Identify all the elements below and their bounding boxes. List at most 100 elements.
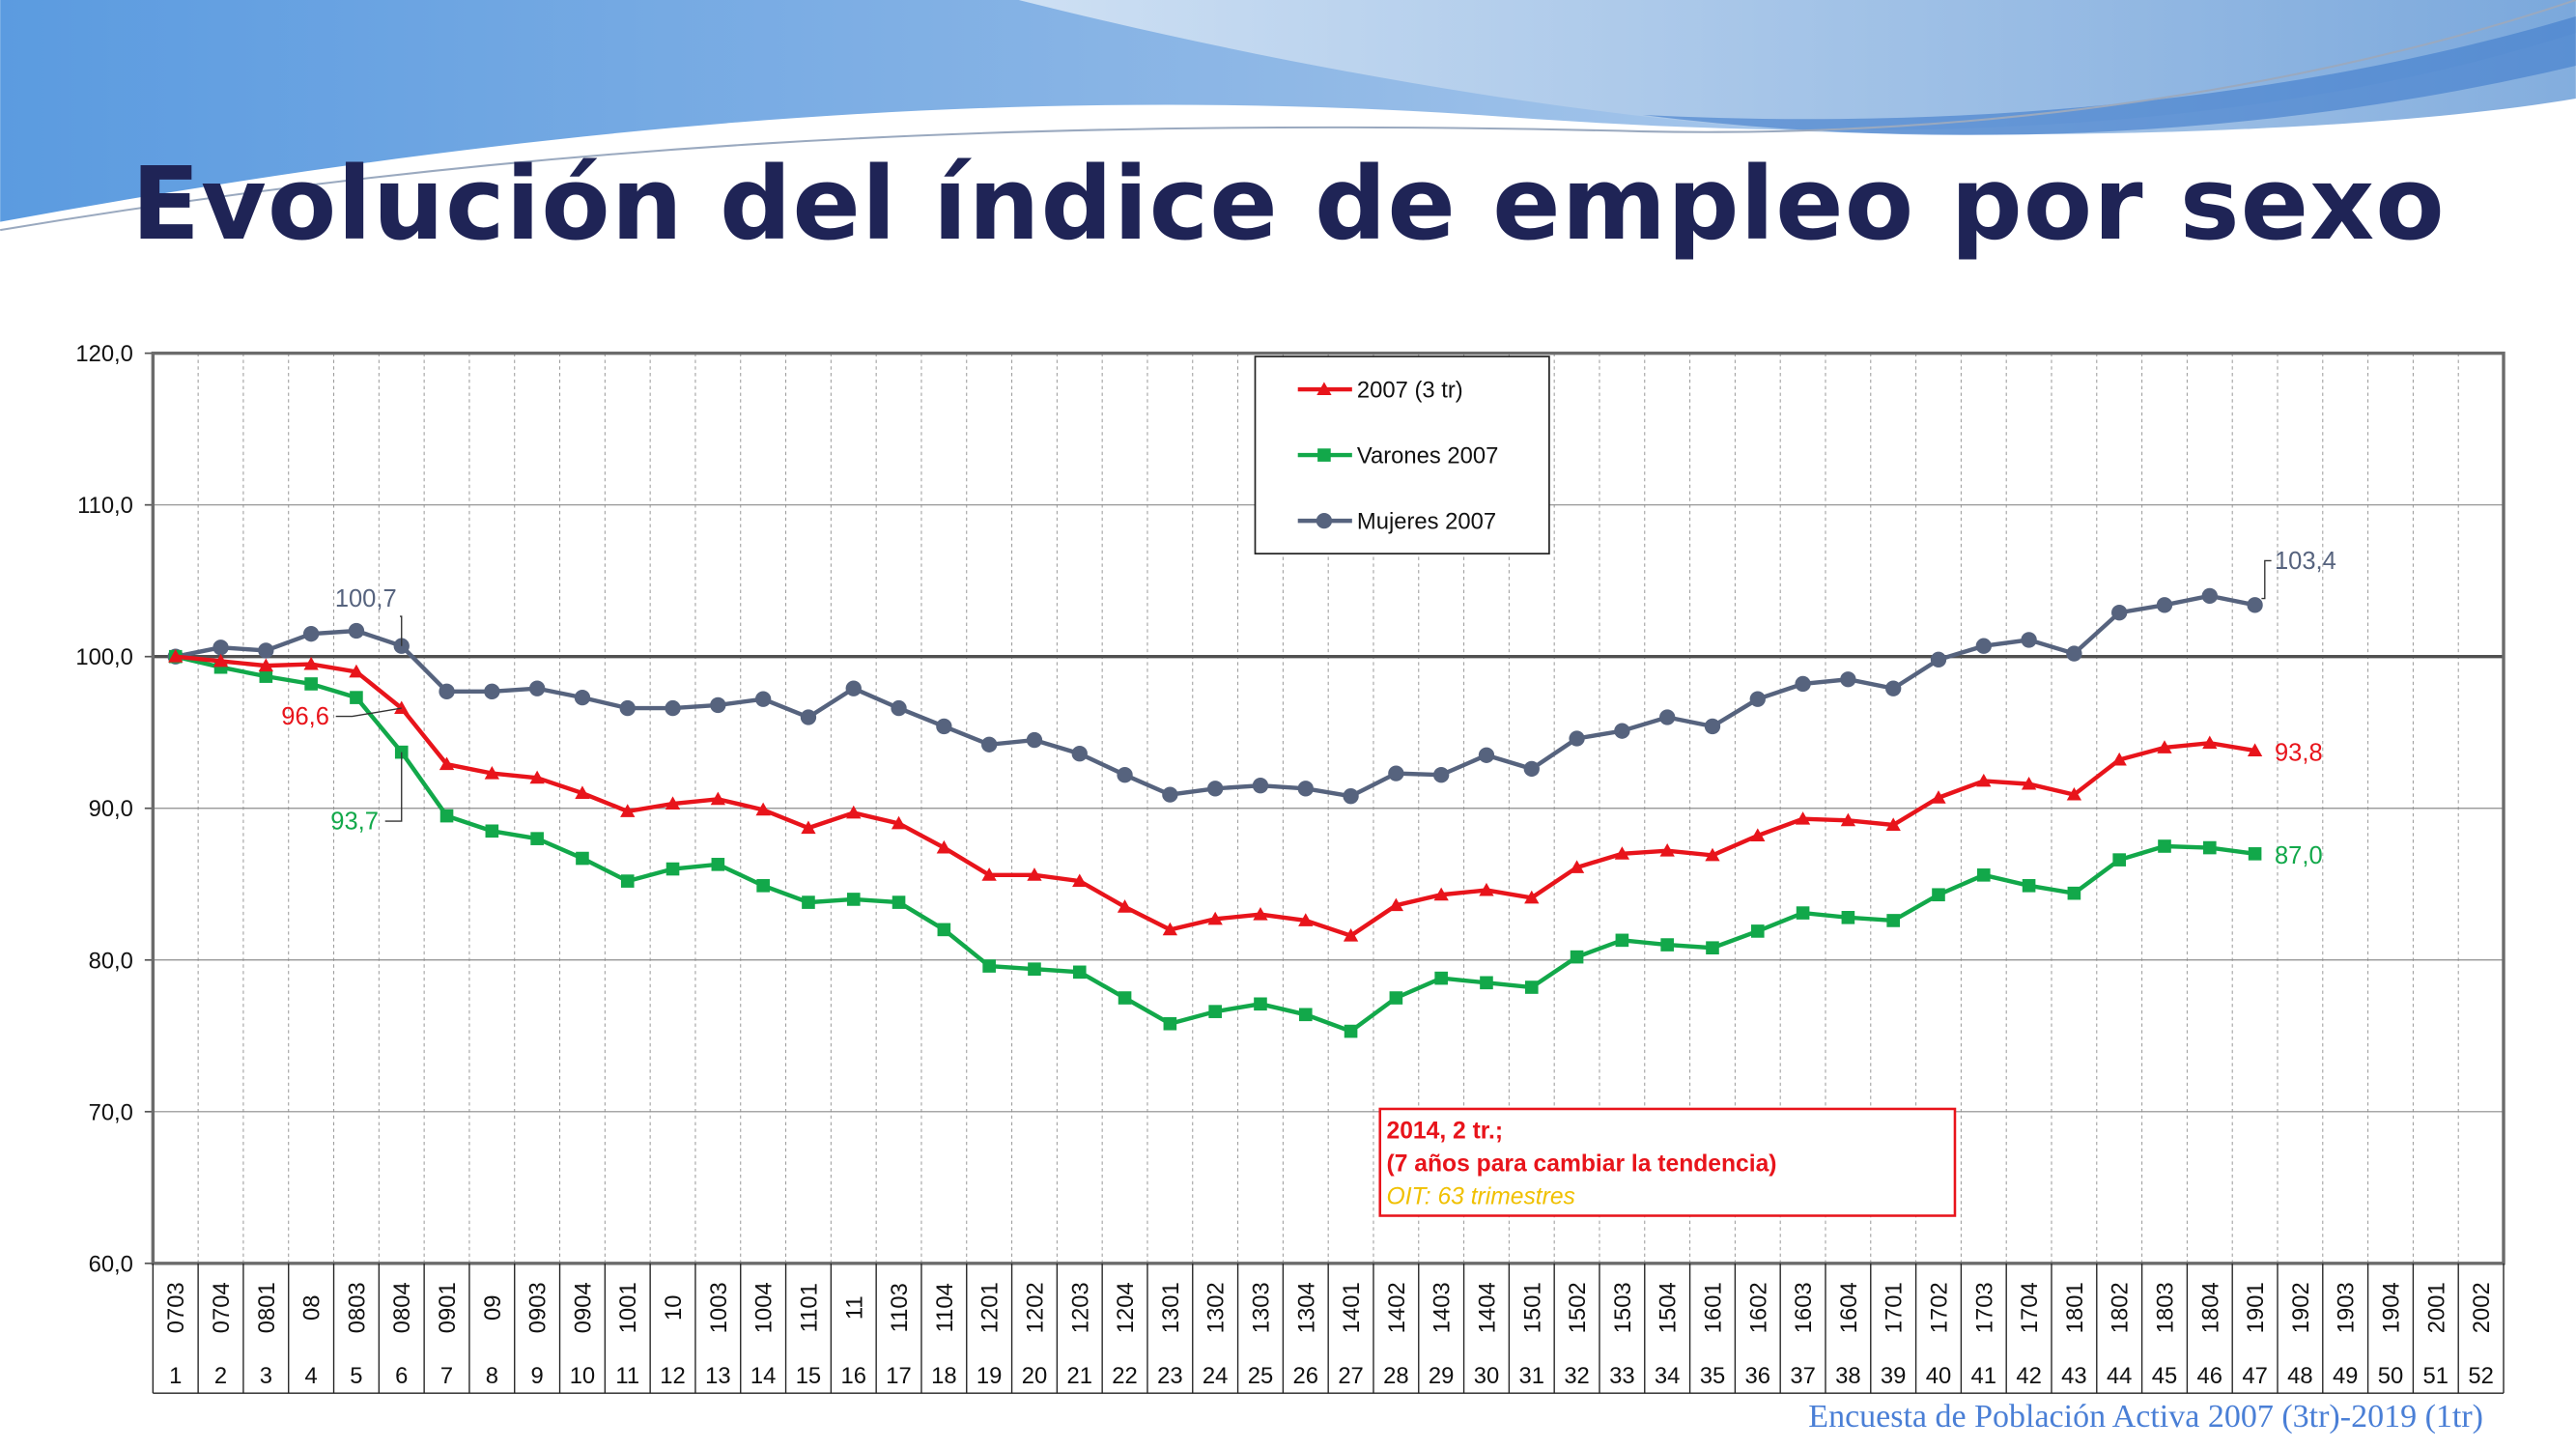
- x-index-label: 23: [1157, 1363, 1182, 1389]
- x-index-label: 47: [2242, 1363, 2267, 1389]
- x-tick-label: 1401: [1339, 1282, 1365, 1333]
- data-point-mujeres-2007: [1659, 709, 1676, 725]
- x-tick-label: 1803: [2152, 1282, 2178, 1333]
- data-point-varones-2007: [665, 862, 680, 876]
- x-index-label: 9: [531, 1363, 544, 1389]
- data-point-2007-3-tr: [1343, 927, 1359, 942]
- data-point-2007-3-tr: [258, 658, 273, 672]
- data-point-varones-2007: [1524, 980, 1539, 994]
- data-point-mujeres-2007: [212, 639, 229, 656]
- data-label: 87,0: [2275, 842, 2323, 869]
- x-tick-label: 1403: [1430, 1282, 1456, 1333]
- legend-label: Mujeres 2007: [1357, 509, 1496, 535]
- data-point-varones-2007: [1298, 1008, 1313, 1022]
- x-tick-label: 1602: [1745, 1282, 1771, 1333]
- data-point-varones-2007: [259, 669, 273, 683]
- data-point-varones-2007: [1615, 933, 1629, 948]
- x-index-label: 2: [214, 1363, 227, 1389]
- data-point-mujeres-2007: [980, 736, 998, 753]
- x-index-label: 32: [1564, 1363, 1589, 1389]
- data-point-2007-3-tr: [1433, 887, 1449, 901]
- data-point-2007-3-tr: [710, 791, 726, 806]
- data-point-varones-2007: [1118, 991, 1132, 1005]
- data-point-mujeres-2007: [619, 699, 636, 717]
- x-index-label: 38: [1835, 1363, 1860, 1389]
- y-tick-label: 70,0: [89, 1099, 133, 1125]
- x-index-label: 41: [1971, 1363, 1996, 1389]
- x-index-label: 26: [1293, 1363, 1318, 1389]
- data-point-mujeres-2007: [528, 680, 546, 696]
- data-point-2007-3-tr: [212, 653, 229, 668]
- x-tick-label: 0804: [389, 1282, 415, 1333]
- x-index-label: 3: [260, 1363, 272, 1389]
- annotation-line-1: 2014, 2 tr.;: [1387, 1119, 1504, 1145]
- header-wave-decoration: [0, 0, 2576, 232]
- x-tick-label: 1203: [1067, 1282, 1093, 1333]
- data-point-2007-3-tr: [846, 805, 862, 819]
- x-index-label: 8: [486, 1363, 498, 1389]
- data-point-varones-2007: [1254, 997, 1267, 1011]
- y-tick-label: 60,0: [89, 1251, 133, 1277]
- data-point-2007-3-tr: [2111, 752, 2127, 766]
- data-point-varones-2007: [1796, 906, 1810, 920]
- data-point-varones-2007: [1570, 950, 1584, 964]
- y-tick-label: 120,0: [75, 341, 133, 367]
- x-tick-label: 2001: [2423, 1282, 2449, 1333]
- x-index-label: 12: [660, 1363, 685, 1389]
- data-label: 96,6: [281, 703, 329, 730]
- data-point-2007-3-tr: [303, 656, 319, 670]
- y-tick-label: 80,0: [89, 948, 133, 974]
- x-tick-label: 09: [480, 1294, 506, 1320]
- data-point-varones-2007: [2202, 840, 2217, 855]
- x-tick-label: 1604: [1836, 1282, 1862, 1333]
- x-tick-label: 1104: [932, 1283, 958, 1332]
- data-point-varones-2007: [485, 824, 499, 838]
- data-point-varones-2007: [1163, 1016, 1177, 1031]
- data-point-2007-3-tr: [2021, 776, 2037, 790]
- data-point-2007-3-tr: [1524, 890, 1540, 904]
- x-index-label: 28: [1383, 1363, 1408, 1389]
- data-label-leader: [2261, 559, 2272, 600]
- data-point-2007-3-tr: [394, 700, 410, 715]
- data-point-varones-2007: [1932, 888, 1945, 902]
- data-point-2007-3-tr: [575, 785, 590, 799]
- page-title: Evolución del índice de empleo por sexo: [131, 145, 2446, 263]
- data-point-2007-3-tr: [439, 756, 455, 771]
- annotation-line-2: (7 años para cambiar la tendencia): [1387, 1151, 1777, 1178]
- data-point-2007-3-tr: [2202, 735, 2218, 750]
- data-point-mujeres-2007: [1162, 786, 1178, 803]
- data-point-mujeres-2007: [1252, 778, 1269, 794]
- data-point-varones-2007: [576, 851, 589, 866]
- data-point-varones-2007: [1434, 971, 1448, 985]
- x-index-label: 7: [440, 1363, 453, 1389]
- x-index-label: 40: [1926, 1363, 1951, 1389]
- data-point-2007-3-tr: [1840, 812, 1856, 827]
- data-point-2007-3-tr: [1072, 873, 1088, 888]
- legend-marker: [1317, 448, 1331, 462]
- data-point-varones-2007: [2158, 839, 2171, 853]
- legend-marker: [1316, 512, 1333, 529]
- data-point-varones-2007: [304, 677, 318, 691]
- x-tick-label: 1502: [1565, 1282, 1591, 1333]
- data-point-mujeres-2007: [2021, 632, 2037, 648]
- x-index-label: 50: [2378, 1363, 2403, 1389]
- x-index-label: 34: [1655, 1363, 1680, 1389]
- annotation-line-3: OIT: 63 trimestres: [1387, 1184, 1575, 1210]
- data-point-varones-2007: [1976, 868, 1991, 882]
- data-point-2007-3-tr: [1388, 897, 1404, 912]
- data-point-mujeres-2007: [1388, 765, 1404, 781]
- data-point-varones-2007: [1208, 1005, 1222, 1018]
- x-index-label: 18: [931, 1363, 956, 1389]
- x-tick-label: 0801: [254, 1282, 280, 1333]
- data-point-varones-2007: [1344, 1024, 1358, 1038]
- x-tick-label: 1702: [1926, 1282, 1952, 1333]
- data-point-mujeres-2007: [393, 638, 410, 654]
- data-point-varones-2007: [350, 691, 363, 704]
- x-index-label: 52: [2468, 1363, 2493, 1389]
- x-index-label: 35: [1700, 1363, 1725, 1389]
- x-tick-label: 1101: [796, 1283, 822, 1332]
- data-point-2007-3-tr: [1750, 828, 1766, 841]
- data-label-leader: [335, 707, 402, 718]
- x-index-label: 22: [1112, 1363, 1137, 1389]
- x-index-label: 16: [841, 1363, 866, 1389]
